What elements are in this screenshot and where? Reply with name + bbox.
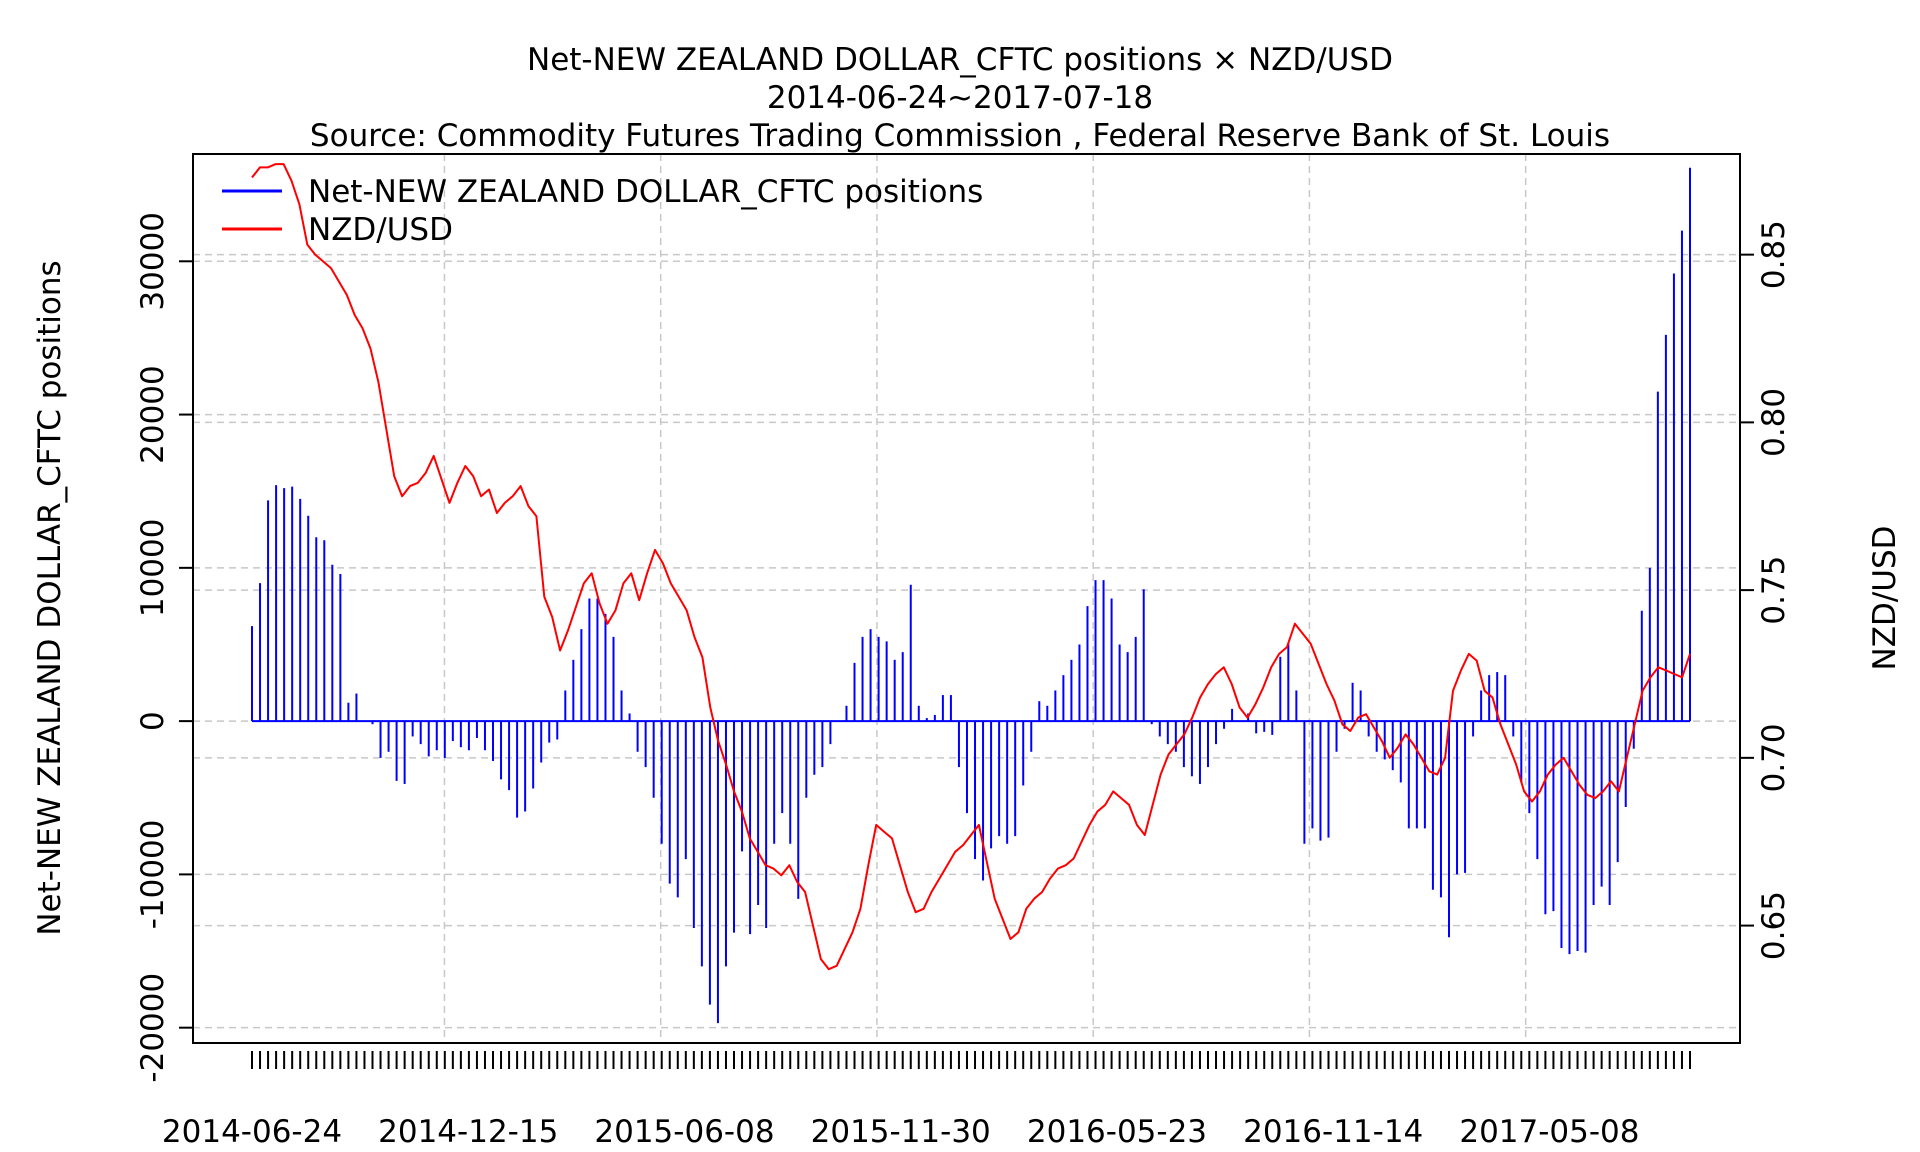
left-tick-label: -20000 [135, 973, 171, 1083]
left-tick-label: 20000 [135, 365, 171, 464]
left-tick-label: 30000 [135, 212, 171, 311]
legend: Net-NEW ZEALAND DOLLAR_CFTC positions NZ… [222, 174, 983, 248]
chart-title: Net-NEW ZEALAND DOLLAR_CFTC positions × … [527, 42, 1393, 78]
grid [193, 154, 1740, 1043]
x-axis: 2014-06-24 2014-12-15 2015-06-08 2015-11-30… [162, 1051, 1691, 1150]
right-tick-label: 0.75 [1756, 556, 1792, 625]
left-tick-label: -10000 [135, 819, 171, 929]
left-tick-label: 0 [135, 711, 171, 731]
legend-label-positions: Net-NEW ZEALAND DOLLAR_CFTC positions [308, 174, 983, 210]
y-axis-label-right: NZD/USD [1867, 526, 1903, 671]
right-tick-label: 0.80 [1756, 388, 1792, 457]
x-tick-label: 2016-05-23 [1027, 1114, 1207, 1150]
chart-subtitle: 2014-06-24~2017-07-18 [767, 80, 1153, 116]
line-series [251, 163, 1691, 971]
chart-source: Source: Commodity Futures Trading Commis… [310, 118, 1610, 154]
legend-label-nzdusd: NZD/USD [308, 212, 453, 248]
right-tick-label: 0.85 [1756, 220, 1792, 289]
x-tick-label: 2014-06-24 [162, 1114, 342, 1150]
bar-series [251, 167, 1691, 1024]
x-tick-label: 2015-06-08 [594, 1114, 774, 1150]
x-tick-label: 2014-12-15 [378, 1114, 558, 1150]
nzdusd-line [251, 163, 1691, 971]
x-tick-label: 2016-11-14 [1243, 1114, 1423, 1150]
x-tick-label: 2015-11-30 [811, 1114, 991, 1150]
x-tick-label: 2017-05-08 [1459, 1114, 1639, 1150]
right-axis: 0.65 0.70 0.75 0.80 0.85 [1740, 220, 1792, 960]
right-tick-label: 0.70 [1756, 723, 1792, 792]
left-axis: -20000 -10000 0 10000 20000 30000 [135, 212, 193, 1083]
y-axis-label-left: Net-NEW ZEALAND DOLLAR_CFTC positions [32, 260, 68, 935]
right-tick-label: 0.65 [1756, 891, 1792, 960]
left-tick-label: 10000 [135, 519, 171, 618]
plot-border [192, 153, 1741, 1044]
